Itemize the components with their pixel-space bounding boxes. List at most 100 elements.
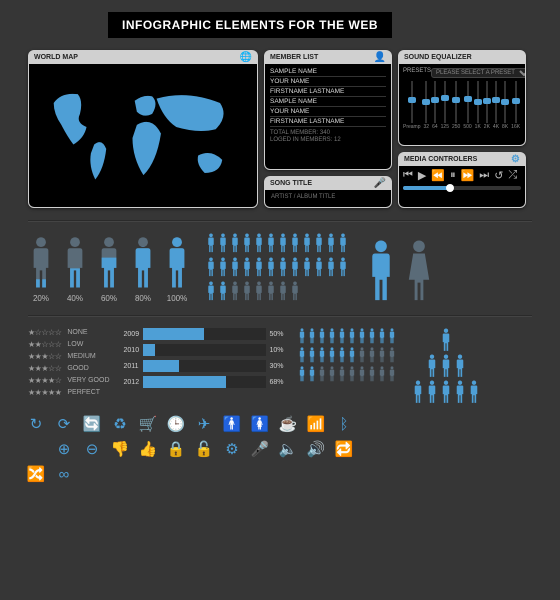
world-map-body: [29, 64, 257, 207]
thumbs-down-icon: 👎: [112, 441, 128, 457]
people-row: [298, 347, 398, 363]
lower-section: ★☆☆☆☆NONE★★☆☆☆LOW★★★☆☆MEDIUM★★★☆☆GOOD★★★…: [28, 328, 532, 404]
people-row: [298, 366, 398, 382]
media-progress[interactable]: [403, 186, 521, 190]
person-fill-80: 80%: [130, 236, 156, 303]
world-map-panel: WORLD MAP 🌐: [28, 50, 258, 208]
eq-band-8K[interactable]: 8K: [502, 81, 508, 130]
eq-band-2K[interactable]: 2K: [484, 81, 490, 130]
mass-person: [278, 281, 288, 303]
volume-icon: 🔈: [280, 441, 296, 457]
people-mass: [206, 233, 348, 303]
pyramid-row: [440, 328, 452, 352]
user-icon: 👤: [374, 52, 386, 63]
plane-icon: ✈: [196, 416, 212, 432]
mic-icon: 🎤: [252, 441, 268, 457]
mass-person: [314, 233, 324, 255]
presets-label: PRESETS: [403, 68, 431, 78]
mass-person: [326, 233, 336, 255]
top-panel-row: WORLD MAP 🌐 MEMBER LIST 👤 SAMPLE NAMEYOU…: [28, 50, 532, 208]
rating-row: ★★★☆☆GOOD: [28, 364, 110, 373]
lock-icon: 🔒: [168, 441, 184, 457]
member-total: TOTAL MEMBER: 340: [270, 130, 386, 137]
person-m-icon: 🚹: [224, 416, 240, 432]
wifi-icon: 📶: [308, 416, 324, 432]
media-btn[interactable]: ⏩: [461, 169, 475, 182]
eq-band-250[interactable]: 250: [452, 81, 460, 130]
eq-sliders[interactable]: Preamp3264125250500 1K2K4K8K16K: [403, 81, 521, 130]
media-btn[interactable]: ⏮: [403, 169, 413, 182]
eq-band-Preamp[interactable]: Preamp: [403, 81, 421, 130]
mass-person: [290, 281, 300, 303]
page-title: INFOGRAPHIC ELEMENTS FOR THE WEB: [108, 12, 392, 38]
mass-person: [218, 257, 228, 279]
mass-person: [266, 257, 276, 279]
rating-block: ★☆☆☆☆NONE★★☆☆☆LOW★★★☆☆MEDIUM★★★☆☆GOOD★★★…: [28, 328, 110, 404]
media-btn[interactable]: ⏸: [450, 169, 456, 182]
rating-row: ★★★★★PERFECT: [28, 388, 110, 397]
mass-person: [230, 257, 240, 279]
mass-person: [230, 281, 240, 303]
mass-person: [338, 233, 348, 255]
mass-person: [206, 233, 216, 255]
mass-person: [278, 257, 288, 279]
equalizer-panel: SOUND EQUALIZER PRESETS PLEASE SELECT A …: [398, 50, 526, 146]
mass-person: [338, 257, 348, 279]
eq-band-32[interactable]: 32: [424, 81, 430, 130]
mass-person: [278, 233, 288, 255]
person-fill-20: 20%: [28, 236, 54, 303]
mass-person: [302, 233, 312, 255]
rating-row: ★★☆☆☆LOW: [28, 340, 110, 349]
person-fill-60: 60%: [96, 236, 122, 303]
bluetooth-icon: ᛒ: [336, 416, 352, 432]
media-btn[interactable]: ▶: [418, 169, 426, 182]
world-map-label: WORLD MAP: [34, 54, 78, 61]
mass-person: [254, 281, 264, 303]
world-map-svg: [34, 70, 253, 202]
member-list-body: SAMPLE NAMEYOUR NAMEFIRSTNAME LASTNAMESA…: [265, 64, 391, 169]
eq-band-16K[interactable]: 16K: [511, 81, 520, 130]
media-btn[interactable]: ⤮: [508, 169, 517, 182]
people-section: 20% 40% 60% 80% 100%: [28, 233, 532, 303]
rating-row: ★★★☆☆MEDIUM: [28, 352, 110, 361]
member-item[interactable]: SAMPLE NAME: [270, 67, 386, 77]
mass-person: [242, 233, 252, 255]
song-title-label: SONG TITLE: [270, 180, 312, 187]
recycle-icon: ♻: [112, 416, 128, 432]
media-btn[interactable]: ↺: [494, 169, 503, 182]
eq-band-64[interactable]: 64: [432, 81, 438, 130]
eq-band-4K[interactable]: 4K: [493, 81, 499, 130]
gears-icon: ⚙: [511, 154, 520, 165]
eq-band-125[interactable]: 125: [441, 81, 449, 130]
unlock-icon: 🔓: [196, 441, 212, 457]
member-item[interactable]: YOUR NAME: [270, 107, 386, 117]
eq-band-500[interactable]: 500: [463, 81, 471, 130]
mic-icon: 🎤: [374, 178, 386, 189]
cart-icon: 🛒: [140, 416, 156, 432]
member-item[interactable]: FIRSTNAME LASTNAME: [270, 87, 386, 97]
infinity-icon: ∞: [56, 466, 72, 482]
mass-person: [206, 281, 216, 303]
pyramid-row: [426, 354, 466, 378]
repeat-icon: 🔁: [336, 441, 352, 457]
refresh-lg-icon: ⟳: [56, 416, 72, 432]
member-item[interactable]: YOUR NAME: [270, 77, 386, 87]
media-btn[interactable]: ⏪: [431, 169, 445, 182]
coffee-icon: ☕: [280, 416, 296, 432]
mass-person: [254, 233, 264, 255]
clock-icon: 🕒: [168, 416, 184, 432]
presets-select[interactable]: PLEASE SELECT A PRESET: [431, 68, 525, 78]
mass-person: [290, 257, 300, 279]
male-icon: [364, 239, 398, 303]
gender-pair: [364, 239, 436, 303]
media-btn[interactable]: ⏭: [479, 169, 489, 182]
eq-band-1K[interactable]: 1K: [475, 81, 481, 130]
member-list-label: MEMBER LIST: [270, 54, 318, 61]
thumbs-up-icon: 👍: [140, 441, 156, 457]
mass-person: [326, 257, 336, 279]
equalizer-label: SOUND EQUALIZER: [404, 54, 472, 61]
member-item[interactable]: SAMPLE NAME: [270, 97, 386, 107]
zoom-in-icon: ⊕: [56, 441, 72, 457]
member-item[interactable]: FIRSTNAME LASTNAME: [270, 117, 386, 127]
people-row: [298, 328, 398, 344]
